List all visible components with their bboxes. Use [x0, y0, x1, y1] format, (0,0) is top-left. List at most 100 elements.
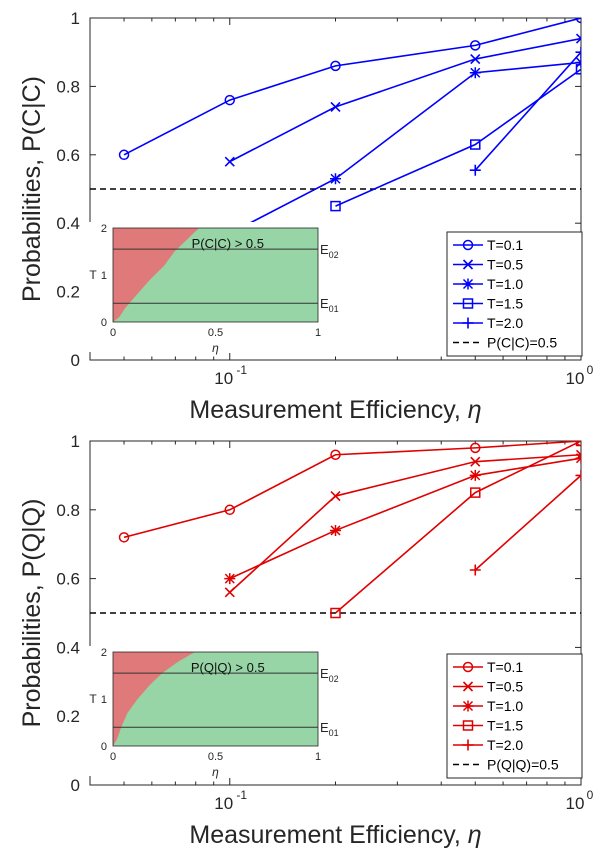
legend-label: T=0.5: [487, 257, 523, 273]
data-point: [575, 46, 581, 58]
legend-marker: [462, 239, 474, 251]
inset-x-label: η: [212, 765, 219, 779]
data-point: [118, 532, 130, 543]
inset-frame: [112, 651, 319, 747]
legend-marker: [462, 278, 474, 290]
legend-marker: [462, 317, 474, 329]
inset-y-tick: 2: [101, 223, 107, 235]
inset-y-label: T: [89, 268, 97, 282]
x-tick-exponent: 0: [587, 788, 594, 802]
inset-plot: E01 E02 P(C|C) > 0.5 0 0.5 1 0 1 2 η T: [85, 222, 339, 355]
legend-label: T=1.0: [487, 698, 523, 714]
series-T=2.0: [469, 469, 581, 576]
data-point: [330, 173, 341, 185]
y-tick-label: 0.2: [56, 707, 80, 726]
inset-x-tick: 0.5: [208, 751, 223, 763]
inset-line-label: E02: [320, 242, 339, 260]
y-tick-label: 0.2: [56, 283, 80, 302]
series-line: [229, 61, 581, 235]
legend-label: T=1.0: [487, 276, 523, 292]
inset-x-tick: 0.5: [208, 327, 223, 339]
data-point: [224, 504, 236, 516]
data-point: [224, 156, 235, 167]
y-axis-label: Probabilities, P(C|C): [18, 76, 46, 302]
series-T=1.5: [330, 64, 581, 212]
data-point: [469, 67, 481, 79]
inset-x-tick: 1: [315, 327, 321, 339]
legend-label: T=1.5: [487, 296, 523, 312]
series-line: [474, 474, 581, 571]
data-point: [469, 164, 481, 176]
x-tick-label: 10: [566, 794, 585, 813]
legend-label: T=2.0: [487, 737, 523, 753]
legend-label: P(Q|Q)=0.5: [487, 757, 559, 773]
data-point: [330, 200, 341, 212]
inset-x-tick: 0: [110, 751, 116, 763]
series-line: [123, 441, 581, 539]
series-line: [474, 51, 581, 171]
data-point: [224, 573, 236, 585]
inset-y-tick: 1: [101, 694, 107, 706]
series-T=0.5: [224, 33, 581, 167]
legend-label: T=0.1: [487, 659, 523, 675]
x-tick-exponent: -1: [236, 363, 247, 377]
data-point: [575, 64, 581, 75]
data-point: [469, 469, 481, 481]
legend: T=0.1 T=0.5 T=1.0 T=1.5 T=2.0 P(C|C)=0.5: [446, 231, 583, 357]
legend-marker: [462, 259, 474, 270]
data-point: [575, 452, 581, 464]
y-tick-label: 1: [71, 9, 80, 28]
inset-y-tick: 0: [101, 741, 107, 753]
legend-marker: [462, 298, 474, 309]
data-point: [330, 524, 341, 536]
inset-x-label: η: [212, 341, 219, 355]
series-T=0.1: [118, 18, 581, 161]
y-tick-label: 0.4: [56, 638, 80, 657]
data-point: [470, 487, 481, 498]
y-tick-label: 0: [71, 776, 80, 795]
data-point: [118, 149, 130, 161]
inset-y-tick: 1: [101, 270, 107, 282]
legend-label: T=0.1: [487, 237, 523, 253]
series-line: [334, 441, 581, 614]
x-tick-label: 10: [214, 369, 233, 388]
legend-label: T=2.0: [487, 315, 523, 331]
legend-marker: [462, 739, 474, 751]
inset-frame: [112, 227, 319, 323]
legend-label: T=1.5: [487, 718, 523, 734]
data-point: [575, 469, 581, 481]
inset-x-tick: 0: [110, 327, 116, 339]
y-axis-label: Probabilities, P(Q|Q): [18, 499, 46, 728]
x-tick-exponent: -1: [236, 788, 247, 802]
inset-y-tick: 2: [101, 647, 107, 659]
y-tick-label: 0.6: [56, 146, 80, 165]
inset-line-label: E02: [320, 666, 339, 684]
x-tick-label: 10: [214, 794, 233, 813]
y-tick-label: 1: [71, 432, 80, 451]
legend-marker: [462, 681, 474, 692]
data-point: [470, 139, 481, 150]
legend-marker: [462, 720, 474, 731]
inset-fail-region: [113, 652, 195, 746]
legend-label: T=0.5: [487, 679, 523, 695]
data-point: [330, 101, 341, 112]
data-point: [224, 587, 235, 598]
legend-box: [446, 653, 583, 779]
data-point: [330, 449, 341, 461]
x-tick-label: 10: [566, 369, 585, 388]
series-T=1.5: [330, 441, 581, 619]
y-tick-label: 0.8: [56, 77, 80, 96]
legend-marker: [462, 700, 474, 712]
inset-plot: E01 E02 P(Q|Q) > 0.5 0 0.5 1 0 1 2 η T: [85, 646, 339, 779]
series-T=0.1: [118, 441, 581, 543]
series-T=2.0: [469, 46, 581, 176]
data-point: [470, 442, 481, 454]
inset-title: P(Q|Q) > 0.5: [191, 660, 265, 675]
x-axis-label: Measurement Efficiency, η: [189, 821, 481, 849]
legend-marker: [462, 661, 474, 673]
series-line: [123, 18, 581, 156]
data-point: [575, 33, 581, 44]
